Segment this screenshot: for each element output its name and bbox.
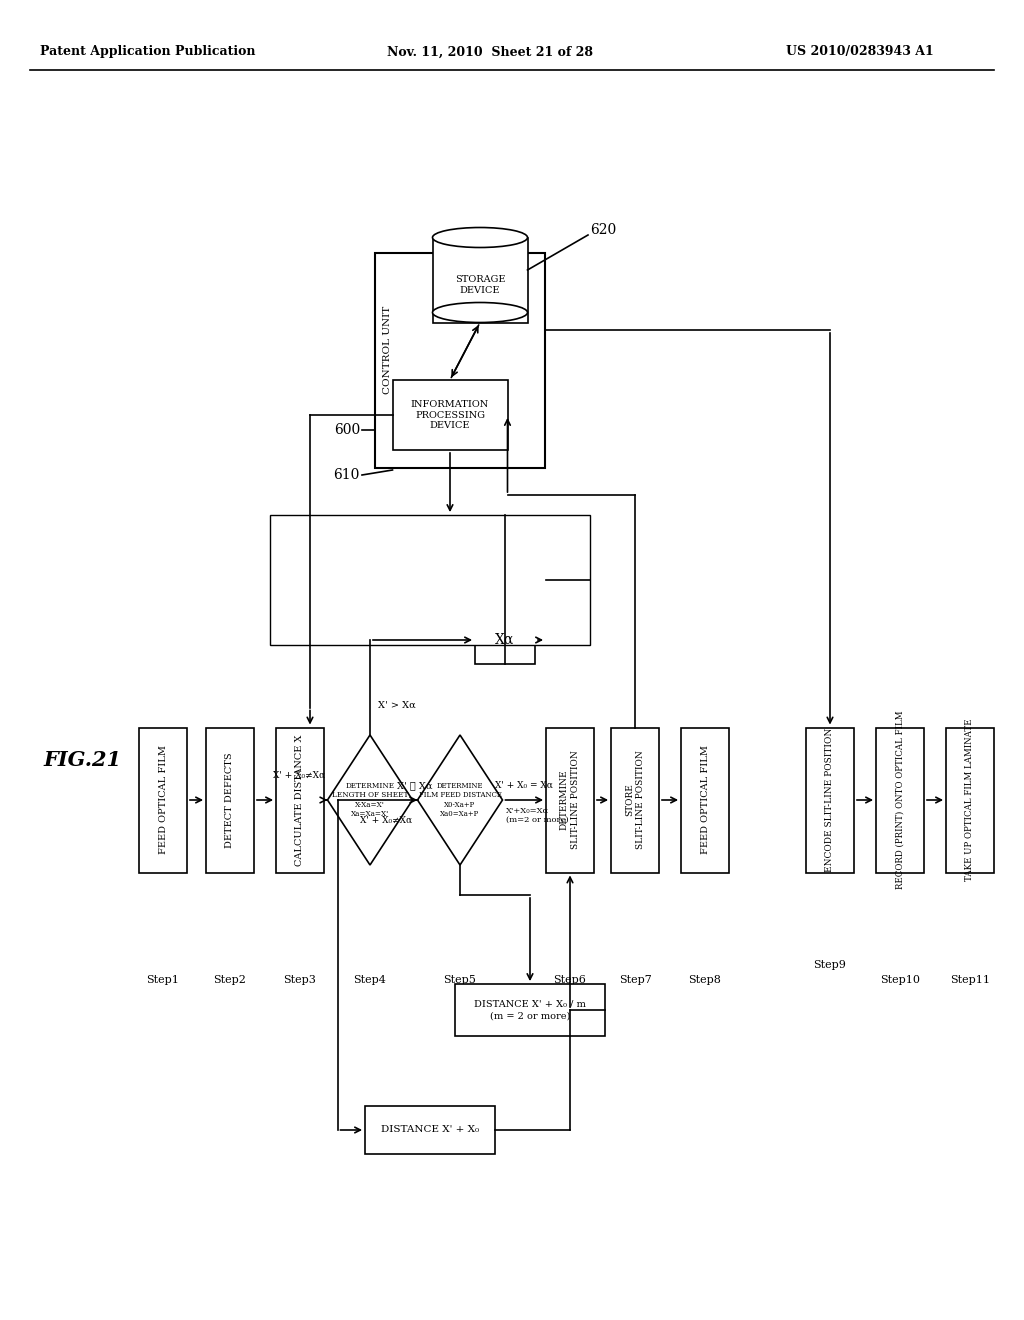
Bar bbox=[546, 727, 594, 873]
Text: CALCULATE DISTANCE X: CALCULATE DISTANCE X bbox=[296, 734, 304, 866]
Ellipse shape bbox=[432, 227, 527, 248]
Text: Nov. 11, 2010  Sheet 21 of 28: Nov. 11, 2010 Sheet 21 of 28 bbox=[387, 45, 593, 58]
Text: Step5: Step5 bbox=[443, 975, 476, 985]
Polygon shape bbox=[418, 735, 503, 865]
Text: X' ≦ Xα: X' ≦ Xα bbox=[397, 781, 433, 789]
Text: RECORD (PRINT) ONTO OPTICAL FILM: RECORD (PRINT) ONTO OPTICAL FILM bbox=[896, 710, 904, 890]
Polygon shape bbox=[328, 735, 413, 865]
Bar bbox=[611, 727, 659, 873]
Bar bbox=[206, 727, 254, 873]
Text: X' + X₀≠Xα: X' + X₀≠Xα bbox=[360, 816, 413, 825]
Text: Patent Application Publication: Patent Application Publication bbox=[40, 45, 256, 58]
Text: Step4: Step4 bbox=[353, 975, 386, 985]
Text: Step7: Step7 bbox=[618, 975, 651, 985]
Bar bbox=[276, 727, 324, 873]
Text: Step9: Step9 bbox=[813, 960, 847, 970]
Text: FIG.21: FIG.21 bbox=[43, 750, 121, 770]
Bar bbox=[365, 1106, 495, 1154]
Bar bbox=[432, 238, 527, 322]
Bar bbox=[681, 727, 729, 873]
Text: 620: 620 bbox=[590, 223, 616, 238]
Ellipse shape bbox=[432, 302, 527, 322]
Text: TAKE UP OPTICAL FILM LAMINATE: TAKE UP OPTICAL FILM LAMINATE bbox=[966, 719, 975, 882]
Text: DETERMINE
FILM FEED DISTANCE
X0-Xa+P
Xa0=Xa+P: DETERMINE FILM FEED DISTANCE X0-Xa+P Xa0… bbox=[419, 783, 502, 818]
Text: Xα: Xα bbox=[496, 634, 515, 647]
Bar bbox=[455, 983, 605, 1036]
Bar bbox=[139, 727, 187, 873]
Bar bbox=[806, 727, 854, 873]
Text: STORE
SLIT-LINE POSITION: STORE SLIT-LINE POSITION bbox=[625, 751, 645, 849]
Bar bbox=[270, 515, 590, 645]
Text: Step1: Step1 bbox=[146, 975, 179, 985]
Bar bbox=[475, 616, 535, 664]
Bar bbox=[946, 727, 994, 873]
Text: Step8: Step8 bbox=[688, 975, 722, 985]
Text: DETERMINE
LENGTH OF SHEET
X-Xa=X'
Xa=Xa=X': DETERMINE LENGTH OF SHEET X-Xa=X' Xa=Xa=… bbox=[332, 783, 409, 818]
Text: CONTROL UNIT: CONTROL UNIT bbox=[383, 306, 391, 395]
Bar bbox=[375, 252, 545, 467]
Text: X' + X₀ = Xα: X' + X₀ = Xα bbox=[496, 781, 553, 789]
Bar bbox=[876, 727, 924, 873]
Text: INFORMATION
PROCESSING
DEVICE: INFORMATION PROCESSING DEVICE bbox=[411, 400, 489, 430]
Text: DISTANCE X' + X₀: DISTANCE X' + X₀ bbox=[381, 1126, 479, 1134]
Text: DISTANCE X' + X₀ / m
(m = 2 or more): DISTANCE X' + X₀ / m (m = 2 or more) bbox=[474, 1001, 586, 1020]
Text: X' > Xα: X' > Xα bbox=[378, 701, 416, 710]
Text: Step3: Step3 bbox=[284, 975, 316, 985]
Text: 610: 610 bbox=[334, 469, 360, 482]
Text: Step2: Step2 bbox=[214, 975, 247, 985]
Text: Step11: Step11 bbox=[950, 975, 990, 985]
Text: X' + X₀≠Xα: X' + X₀≠Xα bbox=[273, 771, 326, 780]
Text: X'+X₀=Xα
(m=2 or more): X'+X₀=Xα (m=2 or more) bbox=[506, 807, 568, 824]
Text: US 2010/0283943 A1: US 2010/0283943 A1 bbox=[786, 45, 934, 58]
Bar bbox=[392, 380, 508, 450]
Text: Step6: Step6 bbox=[554, 975, 587, 985]
Text: FEED OPTICAL FILM: FEED OPTICAL FILM bbox=[700, 746, 710, 854]
Text: DETERMINE
SLIT-LINE POSITION: DETERMINE SLIT-LINE POSITION bbox=[560, 751, 580, 849]
Text: DETECT DEFECTS: DETECT DEFECTS bbox=[225, 752, 234, 847]
Text: STORAGE
DEVICE: STORAGE DEVICE bbox=[455, 276, 505, 294]
Text: 600: 600 bbox=[334, 422, 360, 437]
Text: ENCODE SLIT-LINE POSITION: ENCODE SLIT-LINE POSITION bbox=[825, 727, 835, 873]
Text: FEED OPTICAL FILM: FEED OPTICAL FILM bbox=[159, 746, 168, 854]
Text: Step10: Step10 bbox=[880, 975, 920, 985]
